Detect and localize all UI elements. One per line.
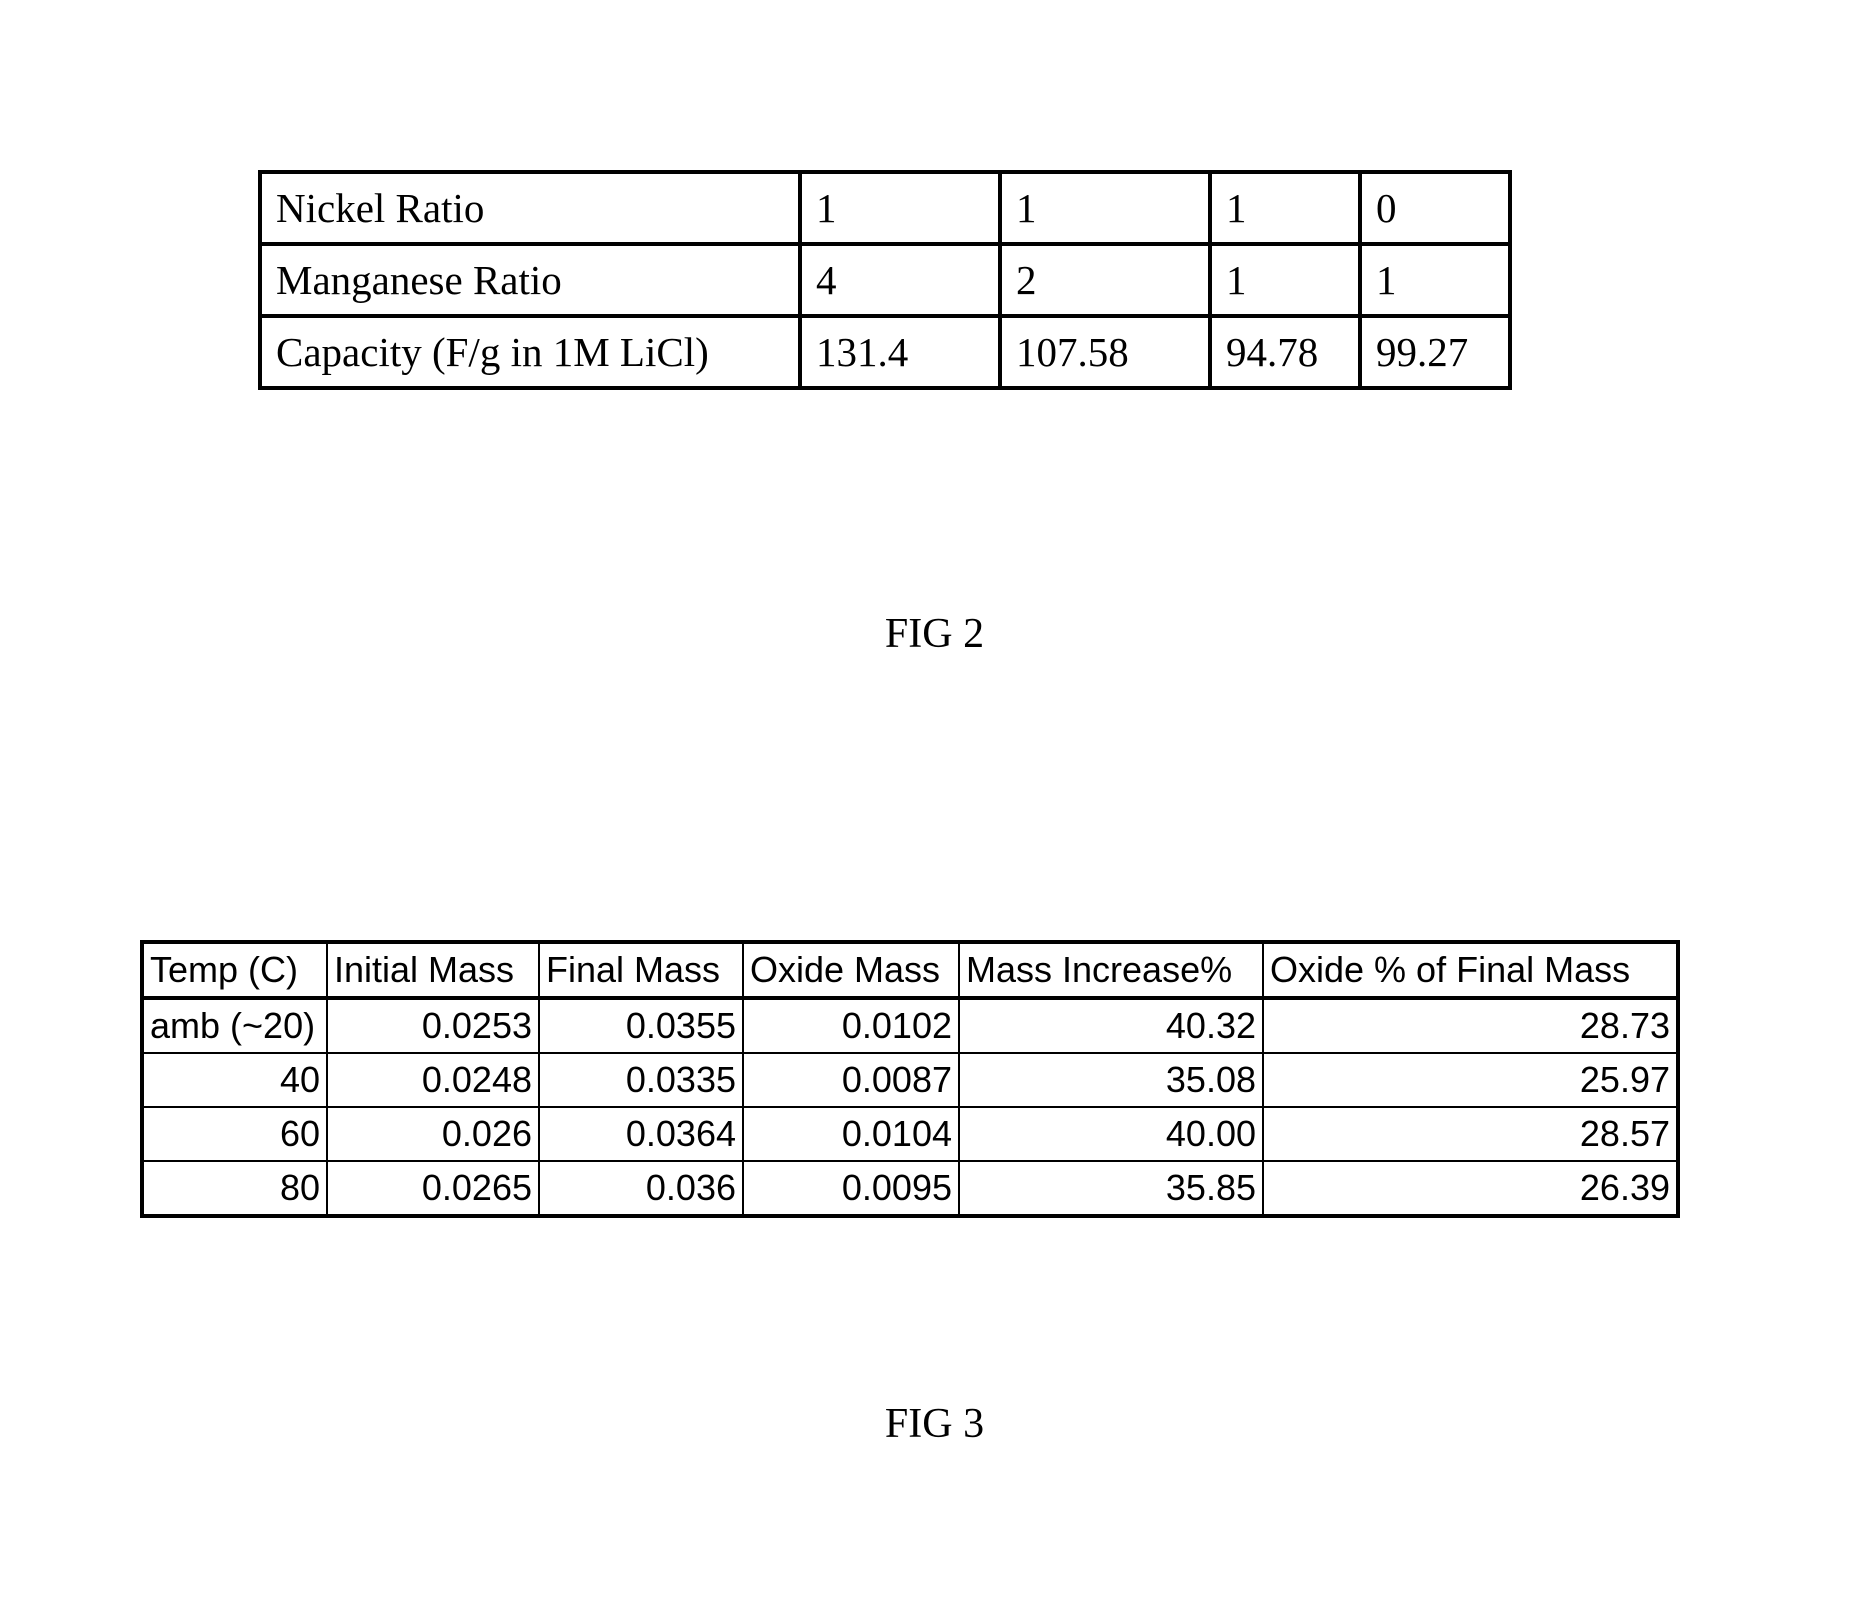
cell: 0.0253	[327, 998, 539, 1053]
row-label: Manganese Ratio	[260, 244, 800, 316]
col-header: Final Mass	[539, 942, 743, 998]
table-row: 40 0.0248 0.0335 0.0087 35.08 25.97	[142, 1053, 1678, 1107]
cell: 1	[1210, 172, 1360, 244]
cell: 1	[1210, 244, 1360, 316]
row-label: Nickel Ratio	[260, 172, 800, 244]
cell: 0.0265	[327, 1161, 539, 1216]
ratio-capacity-table: Nickel Ratio 1 1 1 0 Manganese Ratio 4 2…	[258, 170, 1512, 390]
col-header: Mass Increase%	[959, 942, 1263, 998]
table-header-row: Temp (C) Initial Mass Final Mass Oxide M…	[142, 942, 1678, 998]
cell: 26.39	[1263, 1161, 1678, 1216]
cell: 28.57	[1263, 1107, 1678, 1161]
cell: 40.32	[959, 998, 1263, 1053]
col-header: Temp (C)	[142, 942, 327, 998]
cell: 107.58	[1000, 316, 1210, 388]
cell: 0.0087	[743, 1053, 959, 1107]
table-1-container: Nickel Ratio 1 1 1 0 Manganese Ratio 4 2…	[258, 170, 1512, 390]
table-row: amb (~20) 0.0253 0.0355 0.0102 40.32 28.…	[142, 998, 1678, 1053]
cell: 131.4	[800, 316, 1000, 388]
table-row: 80 0.0265 0.036 0.0095 35.85 26.39	[142, 1161, 1678, 1216]
col-header: Oxide Mass	[743, 942, 959, 998]
cell: 94.78	[1210, 316, 1360, 388]
cell: 40	[142, 1053, 327, 1107]
cell: 0.036	[539, 1161, 743, 1216]
cell: 0.0102	[743, 998, 959, 1053]
cell: 1	[1360, 244, 1510, 316]
cell: 28.73	[1263, 998, 1678, 1053]
cell: 40.00	[959, 1107, 1263, 1161]
figure-2-caption: FIG 2	[0, 610, 1869, 658]
cell: 25.97	[1263, 1053, 1678, 1107]
cell: 4	[800, 244, 1000, 316]
cell: 0.0095	[743, 1161, 959, 1216]
figure-3-caption: FIG 3	[0, 1400, 1869, 1448]
cell: 1	[1000, 172, 1210, 244]
col-header: Oxide % of Final Mass	[1263, 942, 1678, 998]
cell: amb (~20)	[142, 998, 327, 1053]
cell: 0.026	[327, 1107, 539, 1161]
table-row: 60 0.026 0.0364 0.0104 40.00 28.57	[142, 1107, 1678, 1161]
table-2-container: Temp (C) Initial Mass Final Mass Oxide M…	[140, 940, 1680, 1218]
cell: 0.0248	[327, 1053, 539, 1107]
cell: 2	[1000, 244, 1210, 316]
oxide-mass-table: Temp (C) Initial Mass Final Mass Oxide M…	[140, 940, 1680, 1218]
cell: 35.08	[959, 1053, 1263, 1107]
cell: 0.0104	[743, 1107, 959, 1161]
table-row: Nickel Ratio 1 1 1 0	[260, 172, 1510, 244]
cell: 0	[1360, 172, 1510, 244]
table-row: Capacity (F/g in 1M LiCl) 131.4 107.58 9…	[260, 316, 1510, 388]
cell: 99.27	[1360, 316, 1510, 388]
cell: 0.0335	[539, 1053, 743, 1107]
cell: 0.0355	[539, 998, 743, 1053]
table-row: Manganese Ratio 4 2 1 1	[260, 244, 1510, 316]
cell: 1	[800, 172, 1000, 244]
row-label: Capacity (F/g in 1M LiCl)	[260, 316, 800, 388]
cell: 60	[142, 1107, 327, 1161]
cell: 0.0364	[539, 1107, 743, 1161]
cell: 80	[142, 1161, 327, 1216]
col-header: Initial Mass	[327, 942, 539, 998]
cell: 35.85	[959, 1161, 1263, 1216]
